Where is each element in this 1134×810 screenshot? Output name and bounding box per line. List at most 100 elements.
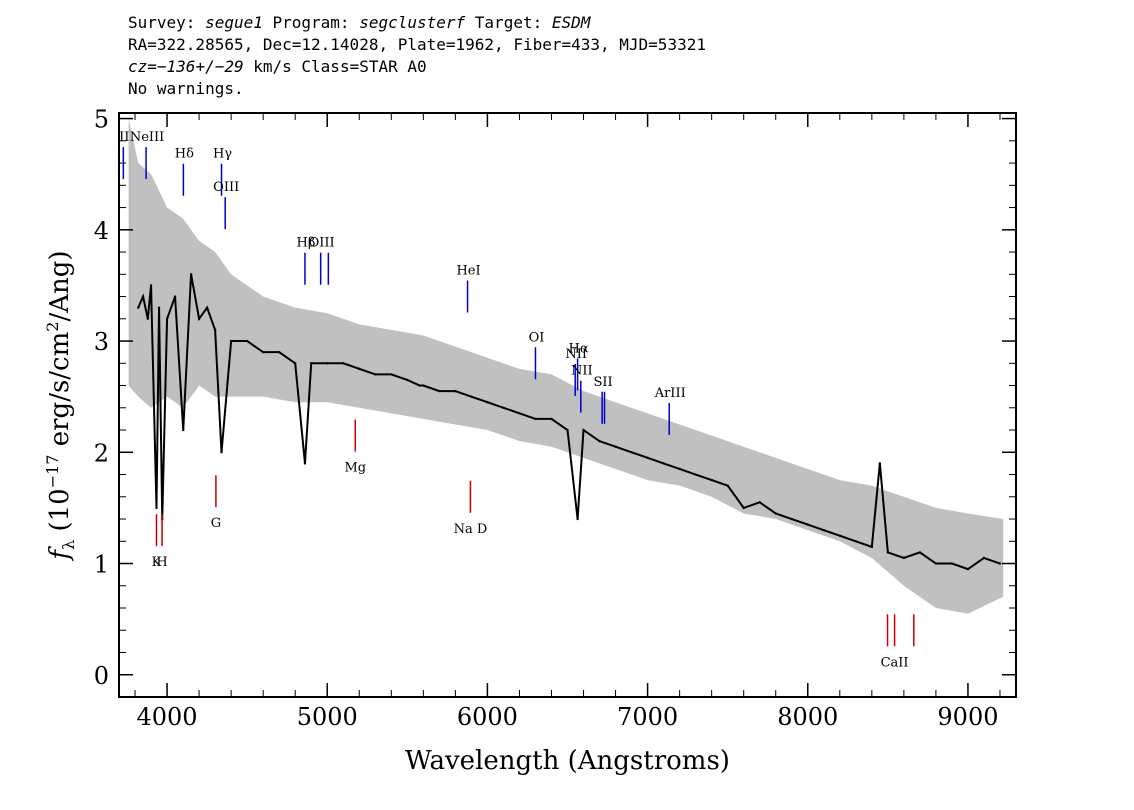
header-line-redshift: cz=−136+/−29 km/s Class=STAR A0 [128,56,706,78]
axis-ticks-layer: 4000 5000 6000 7000 8000 9000 0 1 2 3 4 5 [94,106,1016,731]
flux-point [326,362,329,365]
y-tick-label: 5 [94,106,109,134]
plot-frame [118,112,1017,698]
emission-line-label: SII [594,375,613,390]
flux-point [173,295,177,298]
flux-point [486,401,489,404]
flux-point [598,439,601,443]
header-line-warnings: No warnings. [128,79,244,98]
y-label-unit: (10 [45,488,75,540]
class-text: km/s Class=STAR A0 [243,57,427,76]
flux-point [220,451,223,454]
y-label-lambda: λ [59,540,78,550]
flux-point [758,501,761,504]
flux-point [886,551,890,554]
y-label-exponent: −17 [43,455,62,489]
program-label: Program: [262,13,360,32]
target-label: Target: [465,13,552,32]
flux-point [806,523,809,526]
emission-line-label: Hγ [213,147,232,162]
flux-point [582,428,585,432]
flux-point [774,512,777,515]
flux-point [854,540,858,543]
emission-line-label: Hα [569,341,589,356]
flux-point [213,328,217,332]
spectrum-header: Survey: segue1 Program: segclusterf Targ… [128,12,706,100]
cz-label: cz= [128,57,157,76]
flux-point [137,306,140,309]
flux-point [189,273,193,276]
flux-series-line [137,274,1001,571]
flux-point [141,295,145,298]
y-label-ang: /Ang) [45,250,75,321]
flux-point [342,362,345,365]
error-band [128,118,1004,614]
flux-point [406,378,409,382]
flux-point [454,389,457,393]
y-label-erg: erg/s/cm [45,332,75,455]
y-tick-label: 1 [94,551,109,579]
flux-point [630,451,633,454]
flux-point [418,384,421,387]
flux-point [950,562,954,565]
flux-point [518,412,521,415]
flux-point [742,506,745,510]
x-tick-label: 9000 [937,703,998,731]
flux-point [966,567,970,571]
flux-point [182,428,185,432]
x-tick-label: 7000 [617,703,678,731]
absorption-line-label: H [156,555,167,570]
flux-point [678,467,681,471]
y-tick-label: 0 [94,662,109,690]
x-tick-label: 8000 [777,703,838,731]
x-tick-label: 5000 [297,703,358,731]
flux-point [149,284,153,287]
flux-point [422,384,425,387]
flux-point [205,306,209,309]
y-label-cm-exponent: 2 [43,322,62,332]
flux-point [146,317,150,320]
emission-line-label: OIII [213,180,239,195]
flux-point [310,362,313,365]
flux-point [261,350,265,354]
y-axis-label: fλ (10−17 erg/s/cm2/Ang) [43,250,78,561]
cz-value: −136+/−29 [156,57,244,76]
flux-point [662,462,665,465]
flux-point [982,556,986,560]
flux-point [358,367,361,371]
flux-point [822,528,825,532]
flux-point [998,562,1002,565]
flux-point [566,428,569,432]
x-axis-label: Wavelength (Angstroms) [405,746,730,776]
flux-point [550,417,553,421]
y-tick-label: 4 [94,217,109,245]
flux-point [165,317,169,320]
header-line-coordinates: RA=322.28565, Dec=12.14028, Plate=1962, … [128,35,706,54]
flux-point [277,350,281,354]
flux-point [694,473,697,476]
absorption-line-label: K [152,555,162,570]
y-tick-label: 2 [94,439,109,467]
flux-point [438,389,441,393]
emission-line-label: NeIII [130,130,164,145]
flux-point [502,406,505,409]
absorption-line-label: Mg [344,461,366,476]
flux-point [870,545,874,549]
survey-value: segue1 [205,13,263,32]
header-line-survey: Survey: segue1 Program: segclusterf Targ… [128,12,706,34]
error-band-layer [128,118,1004,614]
flux-point [197,317,201,320]
absorption-line-label: CaII [881,655,909,670]
flux-layer [137,273,1002,571]
absorption-line-label: Na D [454,522,488,537]
emission-line-label: Hβ [297,236,316,251]
flux-point [157,306,161,309]
emission-line-label: NII [565,347,587,362]
x-tick-label: 6000 [457,703,518,731]
flux-point [878,462,882,465]
x-tick-label: 4000 [137,703,198,731]
emission-line-label: NII [571,364,593,379]
flux-point [646,456,649,460]
flux-point [390,373,393,376]
flux-point [576,517,579,521]
